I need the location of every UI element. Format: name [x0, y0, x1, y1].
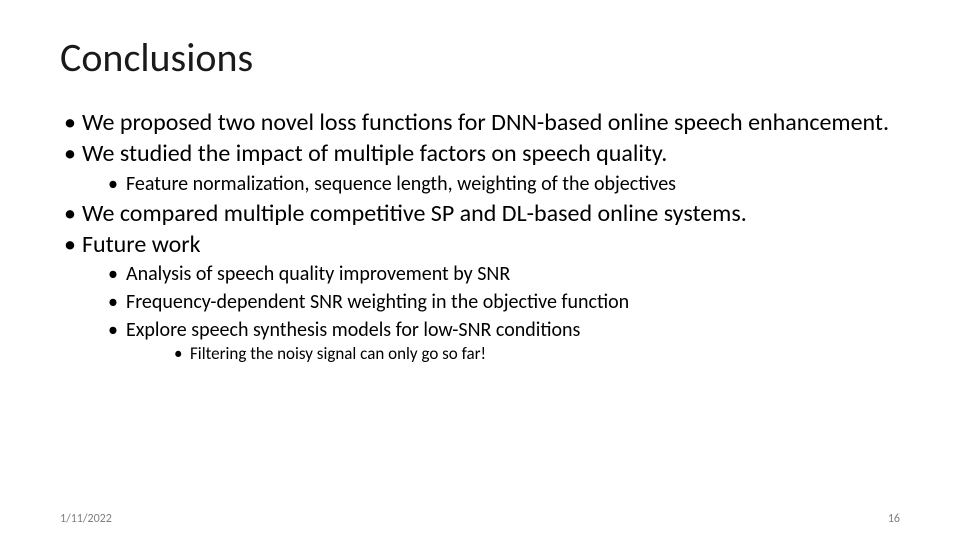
sub-bullet-item: Feature normalization, sequence length, … [104, 171, 900, 197]
sub-bullet-item: Explore speech synthesis models for low-… [104, 317, 900, 366]
bullet-item: Future work Analysis of speech quality i… [60, 230, 900, 366]
bullet-list: We proposed two novel loss functions for… [60, 108, 900, 366]
slide: Conclusions We proposed two novel loss f… [0, 0, 960, 540]
bullet-item: We proposed two novel loss functions for… [60, 108, 900, 137]
bullet-item: We studied the impact of multiple factor… [60, 139, 900, 196]
bullet-item: We compared multiple competitive SP and … [60, 199, 900, 228]
sub-sub-bullet-list: Filtering the noisy signal can only go s… [126, 343, 900, 366]
footer-date: 1/11/2022 [60, 512, 112, 526]
footer-page-number: 16 [888, 512, 900, 526]
sub-bullet-item: Analysis of speech quality improvement b… [104, 261, 900, 287]
bullet-text: We studied the impact of multiple factor… [82, 139, 667, 168]
bullet-text: Future work [82, 230, 201, 259]
sub-bullet-text: Explore speech synthesis models for low-… [126, 318, 580, 342]
sub-sub-bullet-item: Filtering the noisy signal can only go s… [170, 343, 900, 366]
slide-title: Conclusions [60, 36, 900, 80]
sub-bullet-item: Frequency-dependent SNR weighting in the… [104, 289, 900, 315]
sub-bullet-list: Feature normalization, sequence length, … [82, 171, 900, 197]
sub-bullet-list: Analysis of speech quality improvement b… [82, 261, 900, 366]
slide-footer: 1/11/2022 16 [0, 512, 960, 526]
